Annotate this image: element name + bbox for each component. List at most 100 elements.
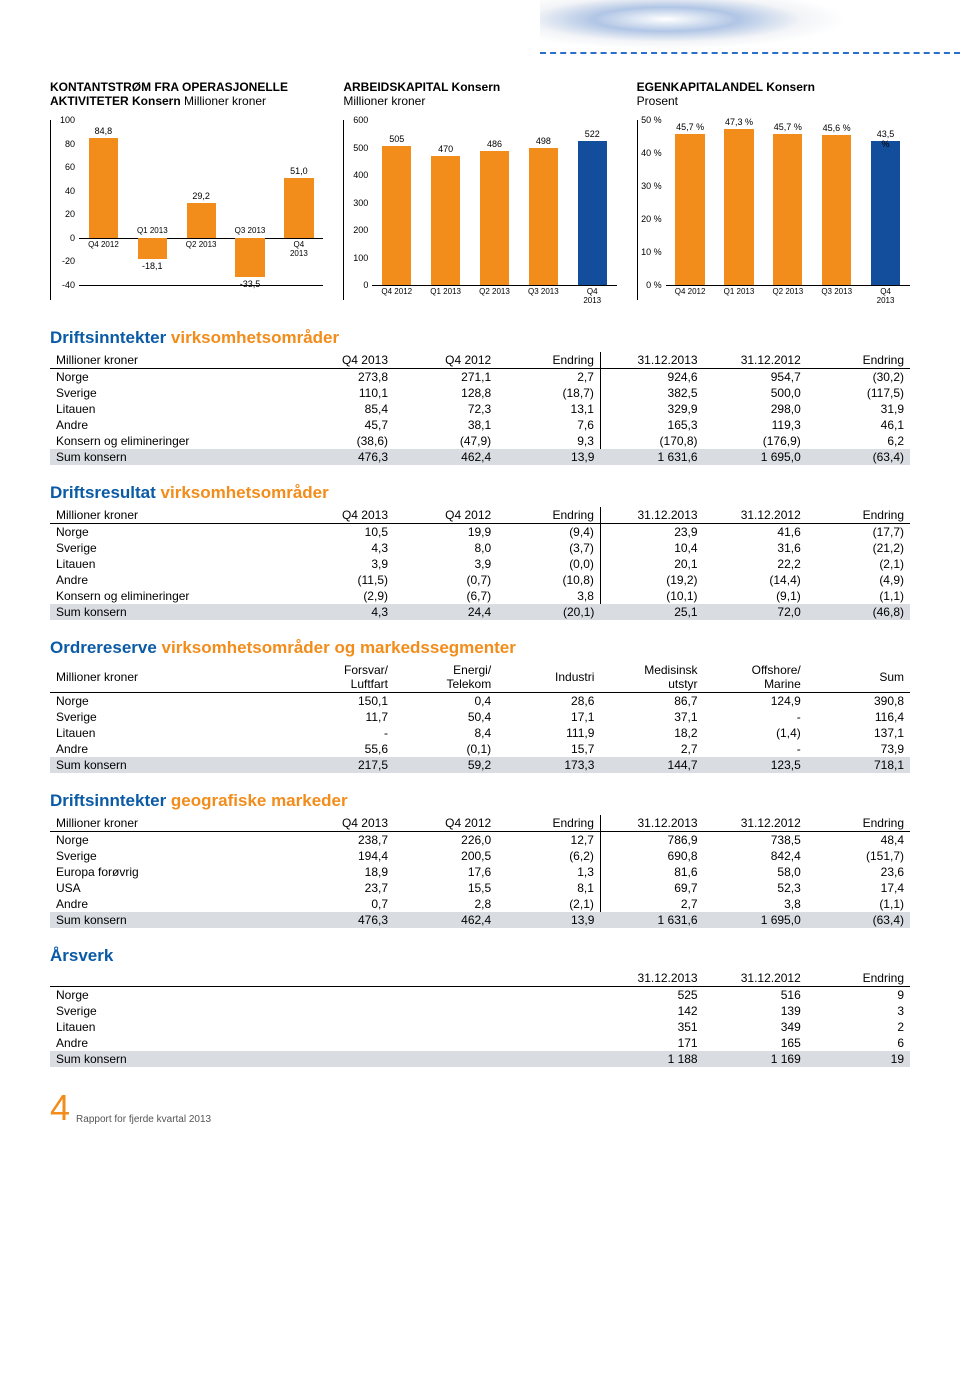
table-cell: Litauen	[50, 401, 291, 417]
bar	[187, 203, 216, 237]
table-cell: 124,9	[704, 693, 807, 710]
decorative-header-stripe	[540, 0, 960, 55]
table-cell: 738,5	[704, 832, 807, 849]
table-row: Sverige4,38,0(3,7)10,431,6(21,2)	[50, 540, 910, 556]
bar	[822, 135, 851, 285]
table-cell: 150,1	[291, 693, 394, 710]
table-cell: Sum konsern	[50, 912, 291, 928]
table-cell: 37,1	[600, 709, 703, 725]
table-cell: 85,4	[291, 401, 394, 417]
page-footer: 4 Rapport for fjerde kvartal 2013	[50, 1087, 910, 1129]
table-arsverk: 31.12.201331.12.2012EndringNorge5255169S…	[50, 970, 910, 1067]
bar-value-label: 43,5 %	[873, 129, 897, 149]
table-cell: (0,7)	[394, 572, 497, 588]
decorative-dash-line	[540, 52, 960, 54]
table-cell: Andre	[50, 572, 291, 588]
table-cell: 8,4	[394, 725, 497, 741]
bar	[675, 134, 704, 285]
table-cell: 194,4	[291, 848, 394, 864]
table-cell: 52,3	[704, 880, 807, 896]
table-cell: 924,6	[600, 369, 703, 386]
bar-value-label: 486	[487, 139, 502, 149]
bar-value-label: 505	[389, 134, 404, 144]
table-cell: 2	[807, 1019, 910, 1035]
table-cell: 12,7	[497, 832, 600, 849]
table-cell: 48,4	[807, 832, 910, 849]
table-cell: 2,7	[600, 741, 703, 757]
table-cell: 23,6	[807, 864, 910, 880]
table-header: Medisinskutstyr	[600, 662, 703, 693]
table-cell: 3,8	[704, 896, 807, 912]
table-cell: (3,7)	[497, 540, 600, 556]
table-driftsresultat: Millioner kronerQ4 2013Q4 2012Endring31.…	[50, 507, 910, 620]
table-cell: 1 169	[704, 1051, 807, 1067]
table-cell: 329,9	[600, 401, 703, 417]
bar	[724, 129, 753, 285]
table-cell: Sverige	[50, 709, 291, 725]
table-header: Forsvar/Luftfart	[291, 662, 394, 693]
table-cell: 690,8	[600, 848, 703, 864]
table-cell: (14,4)	[704, 572, 807, 588]
bar	[529, 148, 558, 285]
table-row: Litauen85,472,313,1329,9298,031,9	[50, 401, 910, 417]
chart-cashflow: KONTANTSTRØM FRA OPERASJONELLE AKTIVITET…	[50, 80, 323, 300]
table-header: Millioner kroner	[50, 507, 291, 524]
chart2-subtitle: Millioner kroner	[343, 94, 425, 108]
table-header: Millioner kroner	[50, 815, 291, 832]
table-cell: Sverige	[50, 1003, 600, 1019]
table-cell: Sverige	[50, 540, 291, 556]
table-row: Norge5255169	[50, 987, 910, 1004]
section-driftsresultat: Driftsresultat virksomhetsområder	[50, 483, 910, 503]
table-cell: 516	[704, 987, 807, 1004]
table-cell: 22,2	[704, 556, 807, 572]
chart1-subtitle: Millioner kroner	[184, 94, 266, 108]
table-cell: (11,5)	[291, 572, 394, 588]
table-cell: -	[704, 741, 807, 757]
table-cell: Europa forøvrig	[50, 864, 291, 880]
table-cell: 238,7	[291, 832, 394, 849]
table-cell: (1,1)	[807, 896, 910, 912]
x-axis-label: Q1 2013	[724, 287, 755, 296]
table-sum-row: Sum konsern476,3462,413,91 631,61 695,0(…	[50, 912, 910, 928]
x-axis-label: Q3 2013	[235, 226, 266, 235]
table-cell: (1,1)	[807, 588, 910, 604]
table-cell: Norge	[50, 987, 600, 1004]
table-ordrereserve: Millioner kronerForsvar/LuftfartEnergi/T…	[50, 662, 910, 773]
table-cell: (47,9)	[394, 433, 497, 449]
x-axis-label: Q4 2013	[580, 287, 604, 305]
table-cell: 55,6	[291, 741, 394, 757]
table-cell: 476,3	[291, 912, 394, 928]
table-cell: 123,5	[704, 757, 807, 773]
table-cell: 24,4	[394, 604, 497, 620]
table-cell: (117,5)	[807, 385, 910, 401]
table-row: Litauen-8,4111,918,2(1,4)137,1	[50, 725, 910, 741]
table-cell: (176,9)	[704, 433, 807, 449]
table-cell: 1 188	[600, 1051, 703, 1067]
table-cell: Norge	[50, 832, 291, 849]
table-header: Q4 2013	[291, 507, 394, 524]
table-header	[50, 970, 600, 987]
table-row: Andre45,738,17,6165,3119,346,1	[50, 417, 910, 433]
table-cell: 1 695,0	[704, 912, 807, 928]
table-row: Sverige11,750,417,137,1-116,4	[50, 709, 910, 725]
table-row: Litauen3513492	[50, 1019, 910, 1035]
table-row: Norge150,10,428,686,7124,9390,8	[50, 693, 910, 710]
table-cell: Andre	[50, 1035, 600, 1051]
table-cell: 111,9	[497, 725, 600, 741]
table-cell: 11,7	[291, 709, 394, 725]
table-header: Millioner kroner	[50, 352, 291, 369]
table-row: Litauen3,93,9(0,0)20,122,2(2,1)	[50, 556, 910, 572]
table-cell: 273,8	[291, 369, 394, 386]
table-cell: 41,6	[704, 524, 807, 541]
table-cell: 137,1	[807, 725, 910, 741]
table-cell: 2,7	[497, 369, 600, 386]
table-cell: 3,8	[497, 588, 600, 604]
table-cell: 3	[807, 1003, 910, 1019]
bar	[89, 138, 118, 238]
table-cell: (6,7)	[394, 588, 497, 604]
x-axis-label: Q4 2013	[873, 287, 897, 305]
table-row: Konsern og elimineringer(2,9)(6,7)3,8(10…	[50, 588, 910, 604]
table-cell: 1 631,6	[600, 912, 703, 928]
table-sum-row: Sum konsern1 1881 16919	[50, 1051, 910, 1067]
table-cell: 0,4	[394, 693, 497, 710]
